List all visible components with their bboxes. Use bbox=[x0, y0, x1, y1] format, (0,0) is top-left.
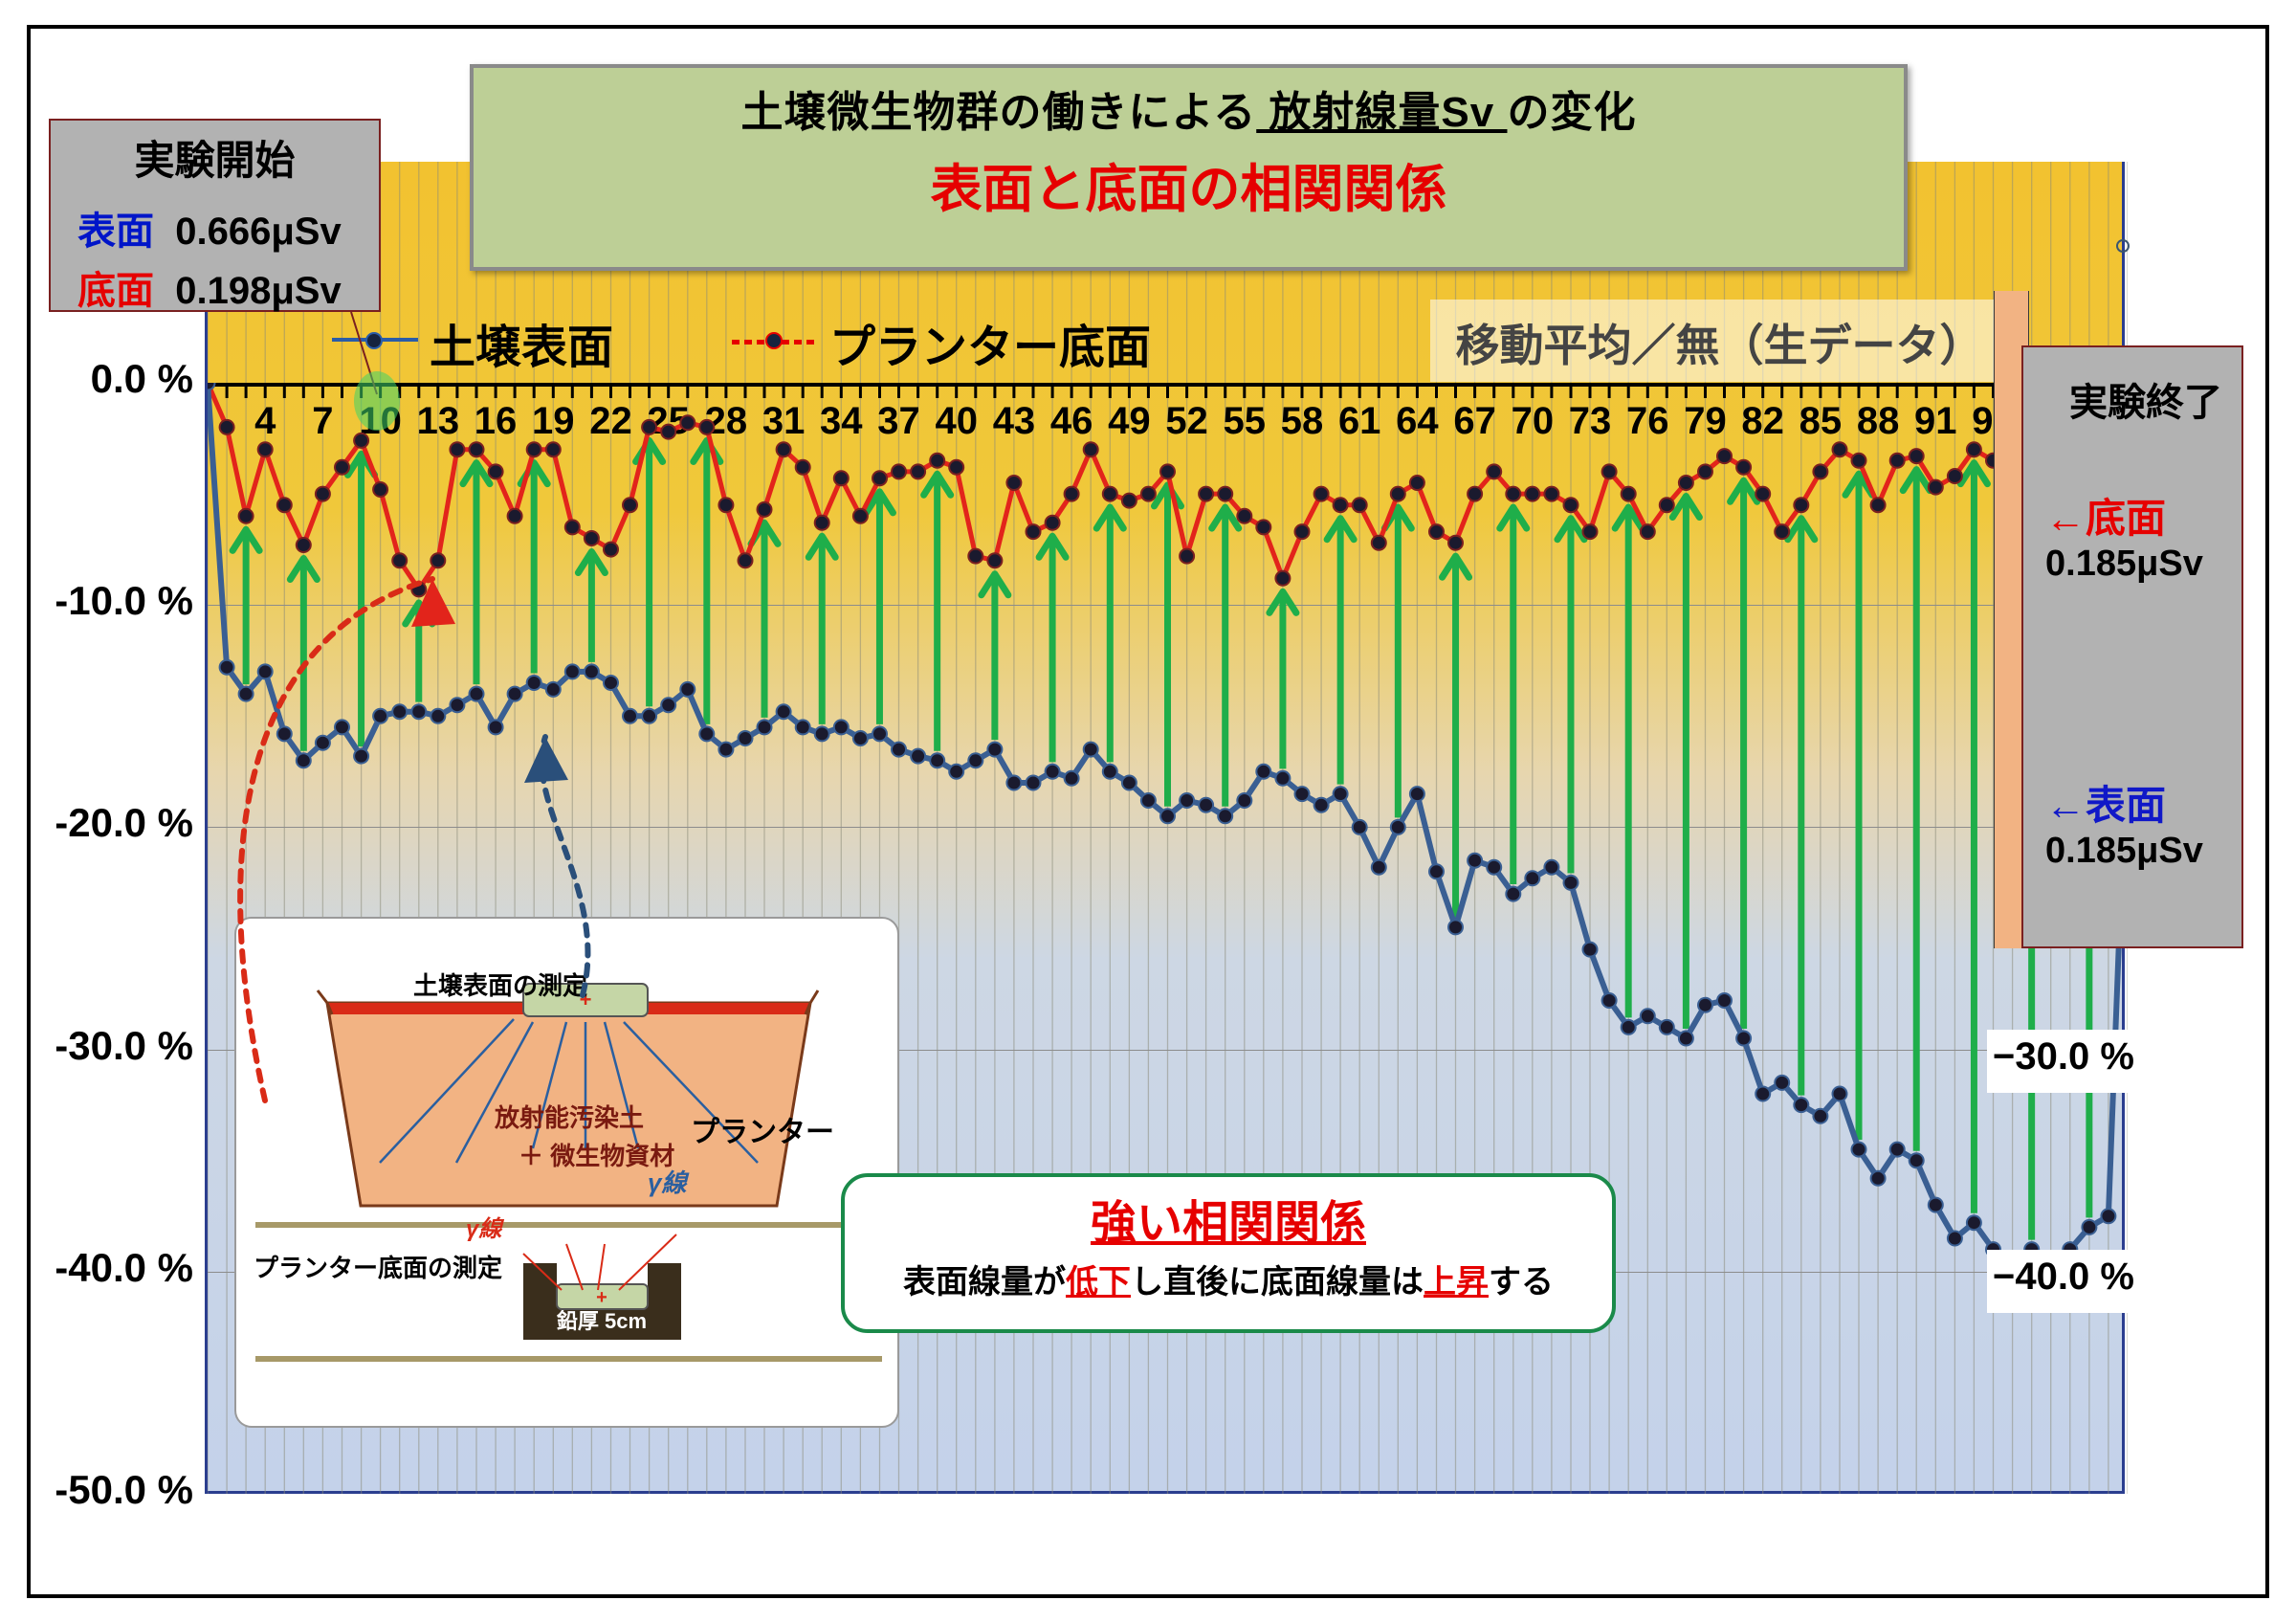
svg-text:γ線: γ線 bbox=[648, 1168, 689, 1197]
svg-text:+: + bbox=[596, 1287, 607, 1308]
svg-text:γ線: γ線 bbox=[466, 1216, 504, 1242]
svg-text:鉛厚 5cm: 鉛厚 5cm bbox=[557, 1309, 647, 1333]
